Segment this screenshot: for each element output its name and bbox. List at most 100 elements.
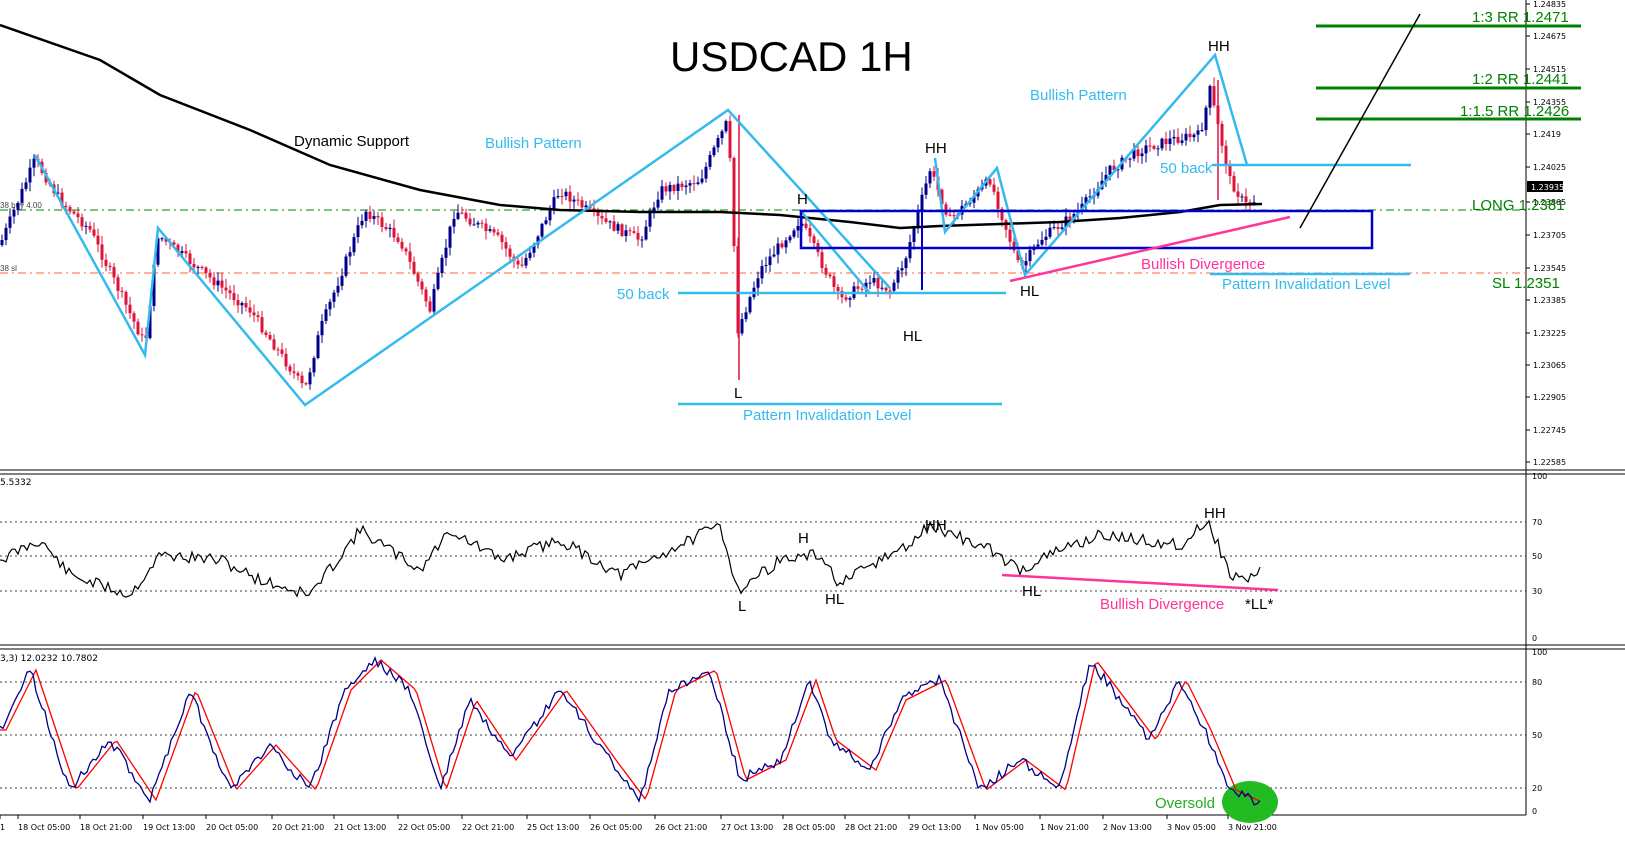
candle-body [192,264,196,268]
candle-body [736,246,740,334]
hh-label-2: HH [1208,38,1230,55]
candle-body [400,241,404,249]
candle-body [288,366,292,372]
candle-body [228,290,232,294]
time-tick-label: 26 Oct 21:00 [655,823,707,832]
candle-body [1248,202,1252,204]
oversold-label: Oversold [1155,795,1215,812]
candle-body [432,289,436,312]
candle-body [628,230,632,232]
rr-2-label: 1:2 RR 1.2441 [1472,71,1569,88]
candle-body [1136,149,1140,157]
candle-body [92,229,96,236]
candle-body [796,225,800,231]
candle-body [1104,174,1108,181]
time-tick-label: 18 Oct 05:00 [18,823,70,832]
price-tick-label: 1.23705 [1533,231,1566,240]
candle-body [248,307,252,313]
candle-body [804,223,808,228]
candle-body [76,213,80,218]
time-axis: 1 18 Oct 05:00 18 Oct 21:00 19 Oct 13:00 20 … [0,815,1277,832]
price-tick-label: 1.23545 [1533,264,1566,273]
candle-body [56,192,60,194]
candle-body [388,227,392,230]
candle-body [488,229,492,231]
long-entry-zone [799,209,1374,250]
candle-body [1028,250,1032,262]
candle-body [408,251,412,262]
candle-body [296,373,300,376]
candle-body [1048,227,1052,237]
candle-body [104,259,108,266]
rr-15-label: 1:1.5 RR 1.2426 [1460,103,1569,120]
candle-body [1236,191,1240,197]
candle-body [268,335,272,340]
candle-body [24,182,28,189]
candle-body [392,227,396,238]
candle-body [276,349,280,351]
candle-body [652,207,656,212]
candle-body [724,121,728,132]
candle-body [716,138,720,148]
candle-body [868,282,872,284]
candle-body [1132,149,1136,159]
stoch-tick-label: 100 [1532,648,1547,657]
candle-body [340,275,344,286]
left-sl-label: 38 sl [0,264,17,273]
candle-body [928,171,932,184]
candle-body [676,183,680,191]
rr-levels: 1:3 RR 1.2471 1:2 RR 1.2441 1:1.5 RR 1.2… [1316,9,1581,292]
rsi-divergence-label: Bullish Divergence [1100,596,1224,613]
candle-body [556,196,560,198]
candle-body [232,293,236,301]
candle-body [832,276,836,287]
candle-body [32,158,36,168]
candle-body [584,205,588,208]
long-label: LONG 1.2381 [1472,197,1565,214]
candle-body [200,266,204,268]
candle-body [896,270,900,283]
candle-body [96,235,100,245]
candle-body [1024,261,1028,266]
rsi-tick-label: 50 [1532,552,1542,561]
candle-body [336,285,340,293]
candle-body [1244,196,1248,203]
candle-body [876,277,880,289]
candle-body [972,196,976,203]
candle-body [532,244,536,253]
candle-body [768,256,772,266]
rsi-grid [0,521,1526,592]
candle-body [116,277,120,291]
candle-body [464,212,468,219]
candle-body [692,183,696,185]
time-tick-label: 1 Nov 05:00 [975,823,1024,832]
candle-body [380,217,384,228]
candle-body [124,291,128,305]
time-tick-label: 27 Oct 13:00 [721,823,773,832]
rsi-line [0,519,1261,598]
candle-body [1044,236,1048,240]
invalidation-label-1: Pattern Invalidation Level [743,407,911,424]
candle-body [756,278,760,288]
candle-body [428,301,432,312]
candle-body [4,227,8,241]
candle-body [308,372,312,385]
candle-body [680,183,684,188]
candle-body [636,232,640,240]
candle-body [568,191,572,202]
candle-body [368,211,372,219]
candle-body [608,221,612,223]
candle-body [824,268,828,275]
candle-body [72,211,76,214]
candle-body [904,258,908,269]
candle-body [476,222,480,225]
dynamic-support-label: Dynamic Support [294,133,410,150]
time-tick-label: 25 Oct 13:00 [527,823,579,832]
candle-body [1200,130,1204,132]
candle-body [1168,138,1172,145]
candle-body [748,297,752,313]
candle-body [128,304,132,314]
candle-body [540,223,544,237]
time-tick-label: 1 [0,823,5,832]
candle-body [348,252,352,257]
